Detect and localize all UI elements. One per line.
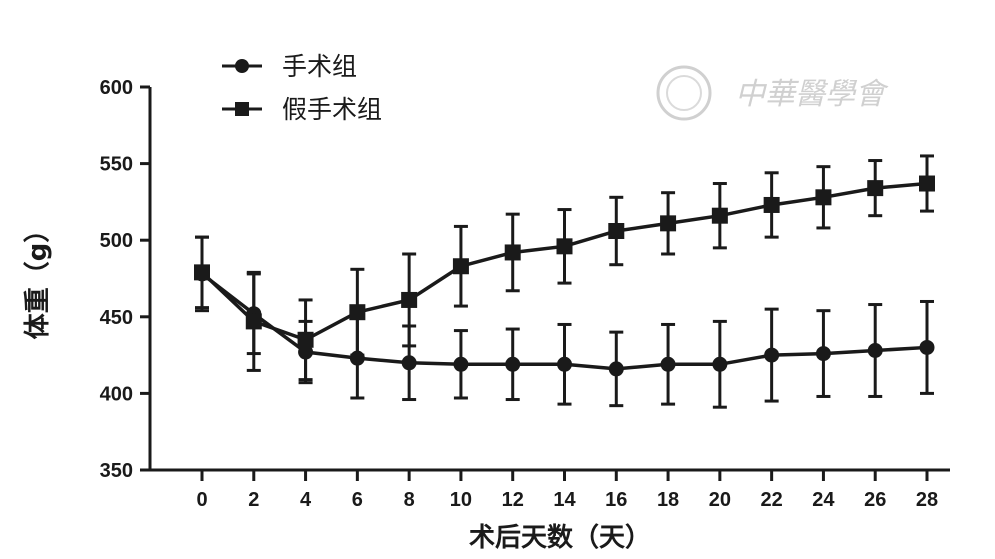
y-tick-label: 500	[100, 230, 133, 252]
legend-label-surgery: 手术组	[282, 52, 357, 81]
data-point	[349, 304, 366, 321]
data-point	[504, 244, 521, 261]
x-tick-label: 20	[709, 489, 731, 511]
data-point	[815, 346, 831, 362]
x-tick-label: 24	[812, 489, 835, 511]
x-tick-label: 14	[553, 489, 576, 511]
data-point	[711, 207, 728, 224]
y-tick-label: 400	[100, 383, 133, 405]
x-tick-label: 22	[761, 489, 783, 511]
data-point	[867, 343, 883, 359]
data-point	[867, 180, 884, 197]
watermark: 中華醫學會	[656, 65, 889, 121]
data-point	[919, 175, 935, 192]
watermark-seal-icon	[656, 65, 712, 121]
data-point	[764, 347, 780, 363]
legend: 手术组 假手术组	[222, 52, 382, 124]
data-point	[608, 223, 625, 240]
data-point	[297, 331, 314, 348]
legend-marker-surgery	[235, 59, 249, 73]
legend-label-sham: 假手术组	[282, 95, 382, 124]
x-tick-label: 8	[404, 489, 415, 511]
data-point	[452, 258, 469, 275]
data-point	[401, 355, 417, 371]
x-tick-label: 10	[450, 489, 472, 511]
data-point	[453, 356, 469, 372]
data-point	[557, 356, 572, 372]
x-axis-title: 术后天数（天）	[469, 523, 651, 553]
x-tick-label: 12	[502, 489, 524, 511]
x-tick-label: 4	[300, 489, 312, 511]
x-tick-label: 28	[916, 489, 938, 511]
x-tick-label: 26	[864, 489, 886, 511]
y-tick-label: 350	[100, 460, 133, 482]
data-point	[556, 238, 573, 255]
x-tick-label: 2	[248, 489, 259, 511]
y-tick-label: 450	[100, 307, 133, 329]
data-point	[505, 356, 521, 372]
plot-area	[194, 154, 935, 409]
x-tick-label: 16	[605, 489, 627, 511]
watermark-text: 中華醫學會	[735, 77, 889, 112]
x-tick-label: 6	[352, 489, 363, 511]
legend-marker-sham	[235, 102, 249, 116]
y-tick-label: 550	[100, 154, 133, 176]
data-point	[712, 356, 728, 372]
data-point	[763, 196, 780, 213]
y-axis-title: 体重（g）	[23, 217, 53, 340]
data-point	[245, 313, 262, 330]
data-point	[194, 264, 210, 281]
x-tick-label: 0	[196, 489, 207, 511]
data-point	[401, 291, 418, 308]
y-ticks: 350 400 450 500 550 600	[100, 77, 150, 482]
data-point	[815, 189, 832, 206]
x-tick-label: 18	[657, 489, 679, 511]
x-ticks: 0 2 4 6 8 10 12 14 16 18 20 22 24 26 28	[196, 470, 938, 511]
watermark-seal-inner	[666, 75, 702, 111]
y-tick-label: 600	[100, 77, 133, 99]
data-point	[608, 361, 624, 377]
data-point	[660, 356, 676, 372]
series-sham	[194, 154, 935, 382]
data-point	[919, 339, 935, 355]
data-point	[660, 215, 677, 232]
